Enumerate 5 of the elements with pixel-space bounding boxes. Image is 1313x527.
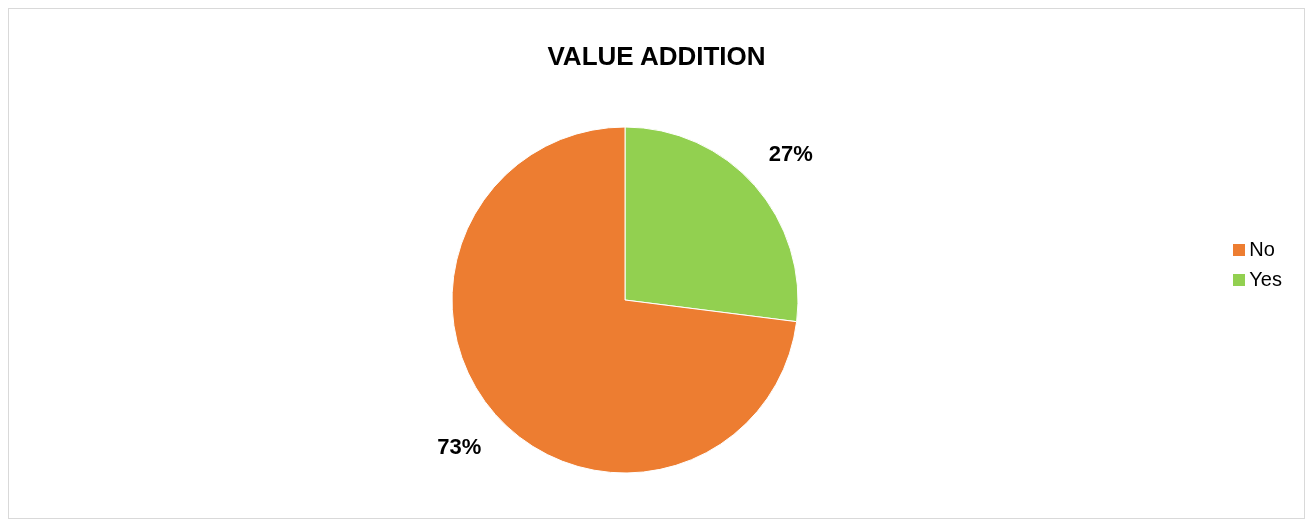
chart-title: VALUE ADDITION	[546, 41, 767, 72]
legend-label: Yes	[1249, 267, 1282, 290]
legend-label: No	[1249, 237, 1275, 260]
data-label: 73%	[437, 433, 482, 459]
data-label: 27%	[768, 141, 813, 167]
